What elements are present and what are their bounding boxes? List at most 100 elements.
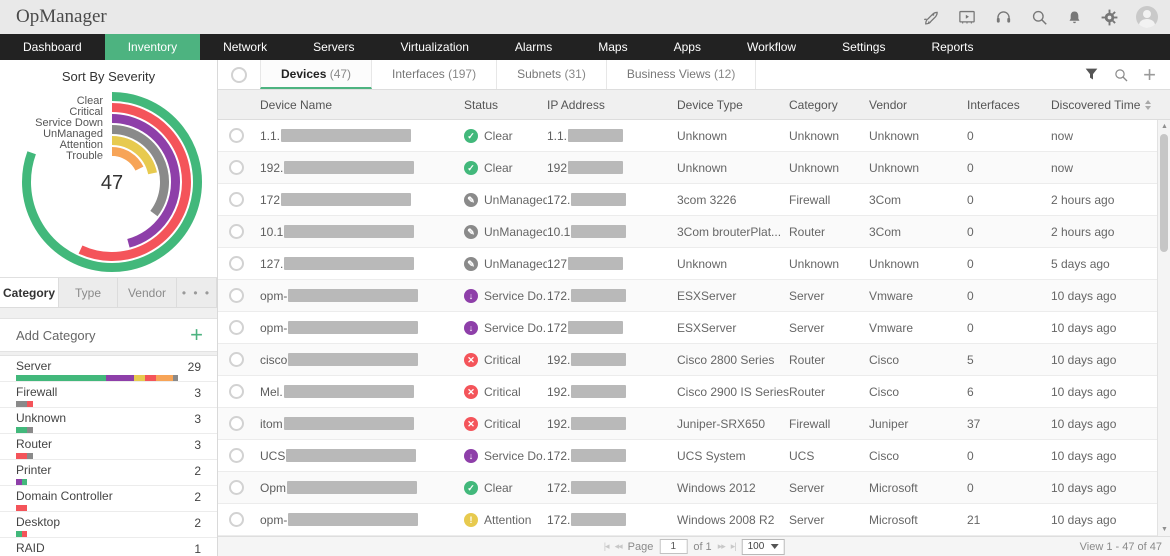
category-row[interactable]: Domain Controller 2 (0, 486, 217, 512)
user-avatar[interactable] (1136, 6, 1158, 28)
severity-arc-clear[interactable] (22, 92, 202, 272)
tab-interfaces[interactable]: Interfaces (197) (372, 60, 498, 89)
category-row[interactable]: Firewall 3 (0, 382, 217, 408)
device-name[interactable]: opm- (260, 513, 464, 527)
sidebar-tab-more[interactable]: • • • (177, 278, 217, 307)
device-name[interactable]: 127. (260, 257, 464, 271)
table-row[interactable]: UCS ↓ Service Do... 172. UCS System UCS Cisco 0… (218, 440, 1157, 472)
page-number-input[interactable] (659, 539, 688, 554)
column-header-discovered-time[interactable]: Discovered Time (1051, 98, 1170, 112)
device-name[interactable]: 172 (260, 193, 464, 207)
table-row[interactable]: 127. ✎ UnManaged 127 Unknown Unknown Unknown 0 5… (218, 248, 1157, 280)
table-row[interactable]: opm-! Attention 172. Windows 2008 R2 Server M… (218, 504, 1157, 536)
add-category-row[interactable]: Add Category + (0, 318, 217, 352)
column-header-category[interactable]: Category (789, 97, 838, 112)
category-row[interactable]: Router 3 (0, 434, 217, 460)
nav-item-virtualization[interactable]: Virtualization (400, 40, 469, 54)
category-row[interactable]: Printer 2 (0, 460, 217, 486)
row-checkbox[interactable] (228, 384, 244, 399)
row-checkbox[interactable] (228, 192, 244, 207)
device-name[interactable]: Mel. (260, 385, 464, 399)
last-page-button[interactable]: ▸| (730, 541, 737, 551)
row-checkbox[interactable] (228, 416, 244, 431)
scrollbar-thumb[interactable] (1160, 134, 1168, 252)
table-row[interactable]: opm- ↓ Service Do... 172. ESXServer Server Vmw… (218, 280, 1157, 312)
category-row[interactable]: Desktop 2 (0, 512, 217, 538)
device-name[interactable]: itom (260, 417, 464, 431)
tab-subnets[interactable]: Subnets (31) (497, 60, 607, 89)
nav-item-apps[interactable]: Apps (673, 40, 701, 54)
device-name[interactable]: 1.1. (260, 129, 464, 143)
row-checkbox[interactable] (228, 320, 244, 335)
nav-item-reports[interactable]: Reports (931, 40, 974, 54)
device-name[interactable]: cisco (260, 353, 464, 367)
add-device-icon[interactable]: + (1143, 61, 1156, 87)
table-row[interactable]: 1.1. ✓ Clear 1.1. Unknown Unknown Unknown 0 now (218, 120, 1157, 152)
rocket-icon[interactable] (921, 8, 940, 27)
device-name[interactable]: Opm (260, 481, 464, 495)
column-header-device-type[interactable]: Device Type (677, 97, 743, 112)
nav-item-servers[interactable]: Servers (313, 40, 355, 54)
column-header-vendor[interactable]: Vendor (869, 97, 908, 112)
table-row[interactable]: 10.1 ✎ UnManaged 10.1 3Com brouterPlat... Rou… (218, 216, 1157, 248)
row-checkbox[interactable] (228, 448, 244, 463)
select-all-checkbox[interactable] (231, 66, 247, 83)
row-checkbox[interactable] (228, 256, 244, 271)
headset-icon[interactable] (994, 8, 1013, 27)
device-name[interactable]: opm- (260, 289, 464, 303)
add-category-plus-icon[interactable]: + (190, 322, 203, 347)
table-row[interactable]: cisco ✕ Critical 192. Cisco 2800 Series Route… (218, 344, 1157, 376)
page-size-select[interactable]: 100 (741, 538, 785, 555)
search-icon[interactable] (1113, 67, 1129, 83)
prev-page-button[interactable]: ◂◂ (614, 541, 623, 551)
device-name[interactable]: 192. (260, 161, 464, 175)
sidebar-tab-type[interactable]: Type (59, 278, 118, 307)
device-name[interactable]: opm- (260, 321, 464, 335)
category-row[interactable]: Server 29 (0, 356, 217, 382)
row-checkbox[interactable] (228, 160, 244, 175)
next-page-button[interactable]: ▸▸ (717, 541, 726, 551)
vertical-scrollbar[interactable]: ▲ ▼ (1157, 120, 1170, 536)
severity-arc-attention[interactable] (111, 136, 157, 175)
severity-arc-critical[interactable] (78, 103, 191, 261)
table-row[interactable]: opm- ↓ Service Do... 172 ESXServer Server Vmwa… (218, 312, 1157, 344)
gear-icon[interactable] (1100, 8, 1119, 27)
column-header-ip-address[interactable]: IP Address (547, 97, 605, 112)
row-checkbox[interactable] (228, 352, 244, 367)
scroll-up-icon[interactable]: ▲ (1161, 123, 1168, 130)
nav-item-network[interactable]: Network (223, 40, 268, 54)
device-name[interactable]: 10.1 (260, 225, 464, 239)
nav-item-workflow[interactable]: Workflow (746, 40, 797, 54)
table-row[interactable]: 192. ✓ Clear 192 Unknown Unknown Unknown 0 now (218, 152, 1157, 184)
severity-arc-servicedown[interactable] (111, 114, 180, 248)
presentation-icon[interactable] (957, 8, 977, 27)
bell-icon[interactable] (1066, 8, 1083, 27)
row-checkbox[interactable] (228, 224, 244, 239)
nav-item-dashboard[interactable]: Dashboard (23, 40, 82, 54)
tab-devices[interactable]: Devices (47) (260, 60, 373, 89)
sort-icon[interactable] (1145, 99, 1152, 110)
table-row[interactable]: Opm ✓ Clear 172. Windows 2012 Server Microsoft… (218, 472, 1157, 504)
scroll-down-icon[interactable]: ▼ (1161, 526, 1168, 533)
row-checkbox[interactable] (228, 288, 244, 303)
severity-arc-unmanaged[interactable] (111, 125, 169, 217)
category-row[interactable]: Unknown 3 (0, 408, 217, 434)
table-row[interactable]: itom ✕ Critical 192. Juniper-SRX650 Firewall J… (218, 408, 1157, 440)
table-row[interactable]: 172 ✎ UnManaged 172. 3com 3226 Firewall 3Com 0 2… (218, 184, 1157, 216)
row-checkbox[interactable] (228, 512, 244, 527)
nav-item-inventory[interactable]: Inventory (104, 34, 201, 60)
sidebar-tab-category[interactable]: Category (0, 278, 59, 307)
search-icon[interactable] (1030, 8, 1049, 27)
filter-icon[interactable] (1084, 67, 1099, 82)
category-row[interactable]: RAID 1 (0, 538, 217, 556)
nav-item-settings[interactable]: Settings (842, 40, 886, 54)
row-checkbox[interactable] (228, 480, 244, 495)
sidebar-tab-vendor[interactable]: Vendor (118, 278, 177, 307)
nav-item-maps[interactable]: Maps (598, 40, 628, 54)
table-row[interactable]: Mel. ✕ Critical 192. Cisco 2900 IS Series Rou… (218, 376, 1157, 408)
row-checkbox[interactable] (228, 128, 244, 143)
tab-business-views[interactable]: Business Views (12) (607, 60, 757, 89)
severity-arc-trouble[interactable] (111, 147, 144, 171)
first-page-button[interactable]: |◂ (603, 541, 610, 551)
